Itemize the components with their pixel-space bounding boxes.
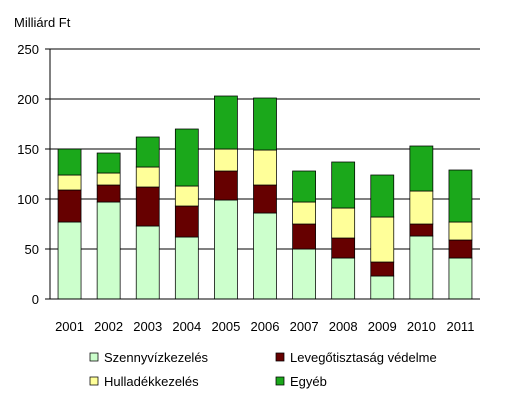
legend: Szennyvízkezelés Levegőtisztaság védelme H…: [89, 350, 437, 389]
bar-segment: [448, 239, 473, 259]
y-axis-unit-label: Milliárd Ft: [14, 15, 71, 30]
bar-segment: [253, 212, 277, 300]
bar-segment: [135, 186, 160, 227]
legend-label: Szennyvízkezelés: [104, 350, 209, 365]
x-tick-label: 2006: [251, 319, 280, 334]
bar-segment: [57, 174, 82, 191]
x-tick-label: 2004: [172, 319, 201, 334]
bar-segment: [57, 189, 82, 223]
bar-segment: [331, 207, 356, 239]
bar-segment: [409, 223, 434, 237]
bars: [57, 95, 473, 300]
legend-label: Hulladékkezelés: [104, 374, 199, 389]
y-tick-label: 200: [17, 92, 39, 107]
bar-segment: [370, 174, 395, 218]
bar-segment: [96, 152, 121, 174]
bar-segment: [292, 223, 316, 250]
bar-segment: [253, 149, 277, 186]
bar-segment: [370, 216, 395, 263]
bar-segment: [409, 235, 434, 300]
bar-segment: [253, 184, 277, 214]
x-tick-label: 2010: [407, 319, 436, 334]
bar-segment: [57, 221, 82, 300]
bar-segment: [214, 170, 238, 201]
bar-segment: [253, 97, 277, 151]
legend-swatch: [89, 376, 99, 386]
bar-segment: [214, 95, 238, 150]
bar-segment: [292, 248, 316, 300]
bar-segment: [331, 237, 356, 259]
bar-segment: [370, 275, 395, 300]
bar-segment: [448, 221, 473, 241]
bar-segment: [174, 185, 199, 207]
y-tick-label: 100: [17, 192, 39, 207]
x-tick-label: 2002: [94, 319, 123, 334]
bar-segment: [135, 166, 160, 188]
bar-segment: [96, 201, 121, 300]
y-tick-label: 150: [17, 142, 39, 157]
bar-segment: [448, 169, 473, 223]
y-tick-label: 250: [17, 42, 39, 57]
legend-label: Levegőtisztaság védelme: [290, 350, 437, 365]
legend-swatch: [89, 352, 99, 362]
x-tick-label: 2009: [368, 319, 397, 334]
bar-segment: [409, 145, 434, 192]
x-tick-label: 2007: [290, 319, 319, 334]
bar-segment: [135, 225, 160, 300]
x-tick-label: 2003: [133, 319, 162, 334]
bar-segment: [135, 136, 160, 168]
bar-segment: [331, 257, 356, 300]
x-tick-label: 2005: [211, 319, 240, 334]
legend-swatch: [275, 376, 285, 386]
bar-segment: [96, 172, 121, 186]
x-tick-label: 2001: [55, 319, 84, 334]
legend-swatch: [275, 352, 285, 362]
bar-segment: [409, 190, 434, 225]
y-tick-label: 50: [25, 242, 39, 257]
bar-segment: [448, 257, 473, 300]
bar-segment: [370, 261, 395, 277]
x-tick-label: 2008: [329, 319, 358, 334]
axes: 0 50 100 150 200 250 2001 2002 2003 2004 2005 2006 2…: [17, 42, 480, 334]
bar-segment: [174, 205, 199, 238]
x-tick-label: 2011: [446, 319, 474, 334]
bar-segment: [174, 236, 199, 300]
bar-segment: [214, 148, 238, 172]
bar-segment: [96, 184, 121, 203]
bar-segment: [292, 201, 316, 225]
bar-segment: [174, 128, 199, 187]
y-tick-label: 0: [32, 292, 39, 307]
bar-segment: [214, 199, 238, 300]
bar-segment: [57, 148, 82, 176]
bar-segment: [292, 170, 316, 203]
bar-segment: [331, 161, 356, 209]
legend-label: Egyéb: [290, 374, 327, 389]
